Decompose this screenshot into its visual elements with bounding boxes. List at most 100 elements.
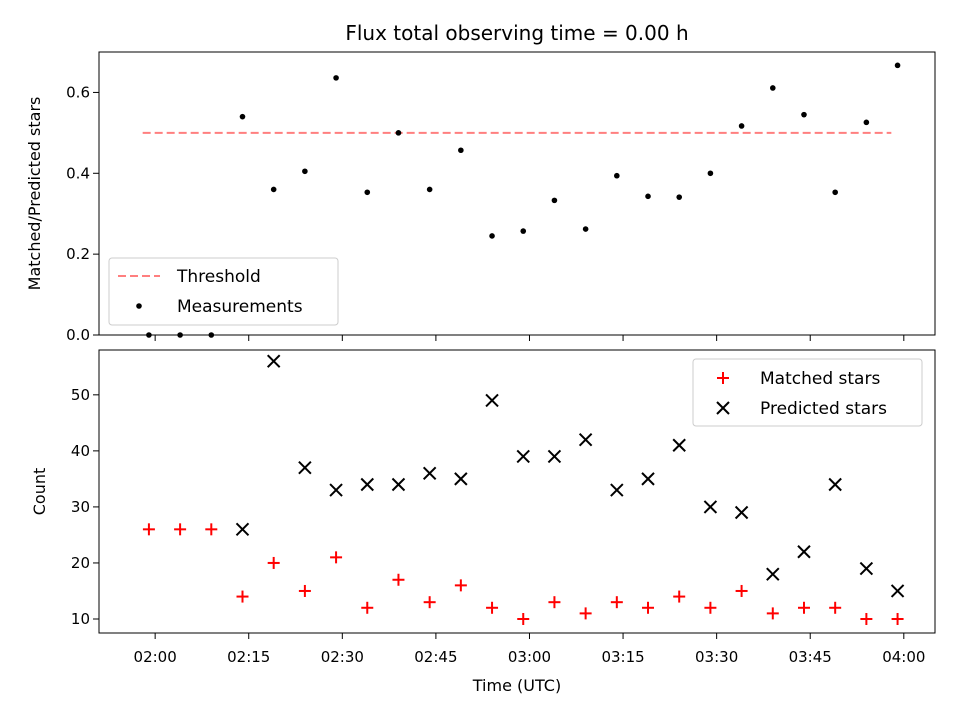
matched-stars-point xyxy=(392,573,405,586)
measurement-point xyxy=(863,119,870,126)
predicted-marker-b xyxy=(235,522,250,537)
bottom-axes-frame xyxy=(98,349,936,634)
bottom-y-tick-label: 30 xyxy=(71,498,90,516)
legend-threshold-label: Threshold xyxy=(176,267,261,287)
x-axis-label: Time (UTC) xyxy=(472,676,561,695)
matched-stars-point xyxy=(174,523,187,536)
predicted-marker-b xyxy=(890,584,905,598)
x-tick-label: 02:15 xyxy=(227,648,270,666)
top-y-tick-label: 0.6 xyxy=(66,83,90,101)
predicted-marker-b xyxy=(734,505,749,520)
predicted-marker-b xyxy=(329,483,343,497)
measurement-point xyxy=(426,186,433,193)
measurement-point xyxy=(364,189,371,196)
x-tick-label: 02:45 xyxy=(414,648,457,666)
predicted-stars-point xyxy=(547,449,562,464)
predicted-stars-point xyxy=(890,584,905,598)
top-legend: Threshold Measurements xyxy=(108,257,339,326)
predicted-stars-point xyxy=(578,432,593,447)
measurement-point xyxy=(333,75,339,81)
measurement-point xyxy=(582,226,589,232)
measurement-point xyxy=(738,123,745,129)
matched-stars-point xyxy=(579,607,592,620)
legend-measurements-label: Measurements xyxy=(177,297,303,317)
matched-stars-point xyxy=(704,601,717,614)
bottom-y-axis-label: Count xyxy=(30,468,49,516)
bottom-legend: Matched stars Predicted stars xyxy=(692,358,923,427)
measurement-point xyxy=(551,197,558,204)
bottom-y-tick-label: 10 xyxy=(71,610,90,628)
measurement-point xyxy=(894,62,901,69)
measurement-point xyxy=(520,228,527,234)
measurement-point xyxy=(614,172,620,179)
legend-predicted-label: Predicted stars xyxy=(760,399,887,419)
matched-stars-point xyxy=(454,579,467,592)
matched-stars-point xyxy=(236,590,249,603)
predicted-marker-b xyxy=(266,354,281,368)
matched-stars-point xyxy=(735,584,748,597)
predicted-marker-b xyxy=(360,477,374,492)
matched-stars-point xyxy=(766,607,779,620)
top-y-tick-label: 0.0 xyxy=(66,326,90,344)
count-panel: 10 20 30 40 50 Count 02:00 02:15 02:30 02:45 03:00… xyxy=(30,349,936,666)
matched-stars-point xyxy=(267,556,280,569)
predicted-marker-b xyxy=(797,545,811,559)
predicted-marker-b xyxy=(485,393,499,408)
predicted-stars-point xyxy=(766,567,780,581)
matched-stars-point xyxy=(361,601,374,614)
matched-stars-point xyxy=(205,523,218,536)
measurement-point xyxy=(676,194,683,200)
measurement-point xyxy=(801,111,807,118)
measurement-point xyxy=(458,147,464,154)
x-tick-label: 03:00 xyxy=(508,648,551,666)
predicted-stars-point xyxy=(422,466,437,480)
predicted-marker-b xyxy=(828,477,842,492)
predicted-marker-b xyxy=(641,472,655,486)
matched-stars-point xyxy=(642,601,655,614)
matched-stars-point xyxy=(610,596,623,609)
matched-stars-point xyxy=(486,601,499,614)
predicted-marker-b xyxy=(610,483,624,497)
measurement-point xyxy=(707,170,714,177)
predicted-stars-point xyxy=(703,500,718,514)
predicted-stars-point xyxy=(329,483,343,497)
measurement-point xyxy=(769,85,776,91)
x-tick-label: 03:30 xyxy=(695,648,738,666)
measurement-point xyxy=(832,189,838,196)
measurement-point xyxy=(395,130,402,136)
measurement-point xyxy=(302,168,308,175)
legend-box xyxy=(108,257,339,326)
top-y-tick-label: 0.2 xyxy=(66,245,90,263)
predicted-stars-point xyxy=(360,477,374,492)
predicted-marker-b xyxy=(578,432,593,447)
matched-stars-point xyxy=(298,584,311,597)
matched-stars-point xyxy=(142,523,155,536)
predicted-marker-b xyxy=(391,477,406,492)
predicted-stars-point xyxy=(797,545,811,559)
top-y-axis-label: Matched/Predicted stars xyxy=(25,97,44,291)
legend-measurements-swatch xyxy=(136,303,142,309)
matched-stars-point xyxy=(548,596,561,609)
predicted-stars-point xyxy=(672,438,686,452)
measurement-point xyxy=(270,186,277,193)
predicted-stars-point xyxy=(641,472,655,486)
ratio-panel: 0.0 0.2 0.4 0.6 Matched/Predicted stars Thres… xyxy=(25,51,936,344)
matched-stars-point xyxy=(829,601,842,614)
predicted-stars-point xyxy=(391,477,406,492)
predicted-stars-point xyxy=(266,354,281,368)
x-tick-label: 03:15 xyxy=(601,648,644,666)
chart-title: Flux total observing time = 0.00 h xyxy=(345,21,688,45)
x-tick-label: 02:00 xyxy=(134,648,177,666)
bottom-y-tick-label: 20 xyxy=(71,554,90,572)
predicted-stars-point xyxy=(298,460,312,475)
bottom-y-tick-label: 50 xyxy=(71,386,90,404)
matched-stars-point xyxy=(330,551,343,564)
legend-predicted-b xyxy=(716,401,730,415)
legend-predicted-swatch xyxy=(716,401,730,415)
top-y-tick-label: 0.4 xyxy=(66,164,90,182)
predicted-marker-b xyxy=(516,449,530,464)
predicted-marker-b xyxy=(766,567,780,581)
matched-stars-point xyxy=(423,596,436,609)
predicted-stars-point xyxy=(828,477,842,492)
predicted-marker-b xyxy=(703,500,718,514)
